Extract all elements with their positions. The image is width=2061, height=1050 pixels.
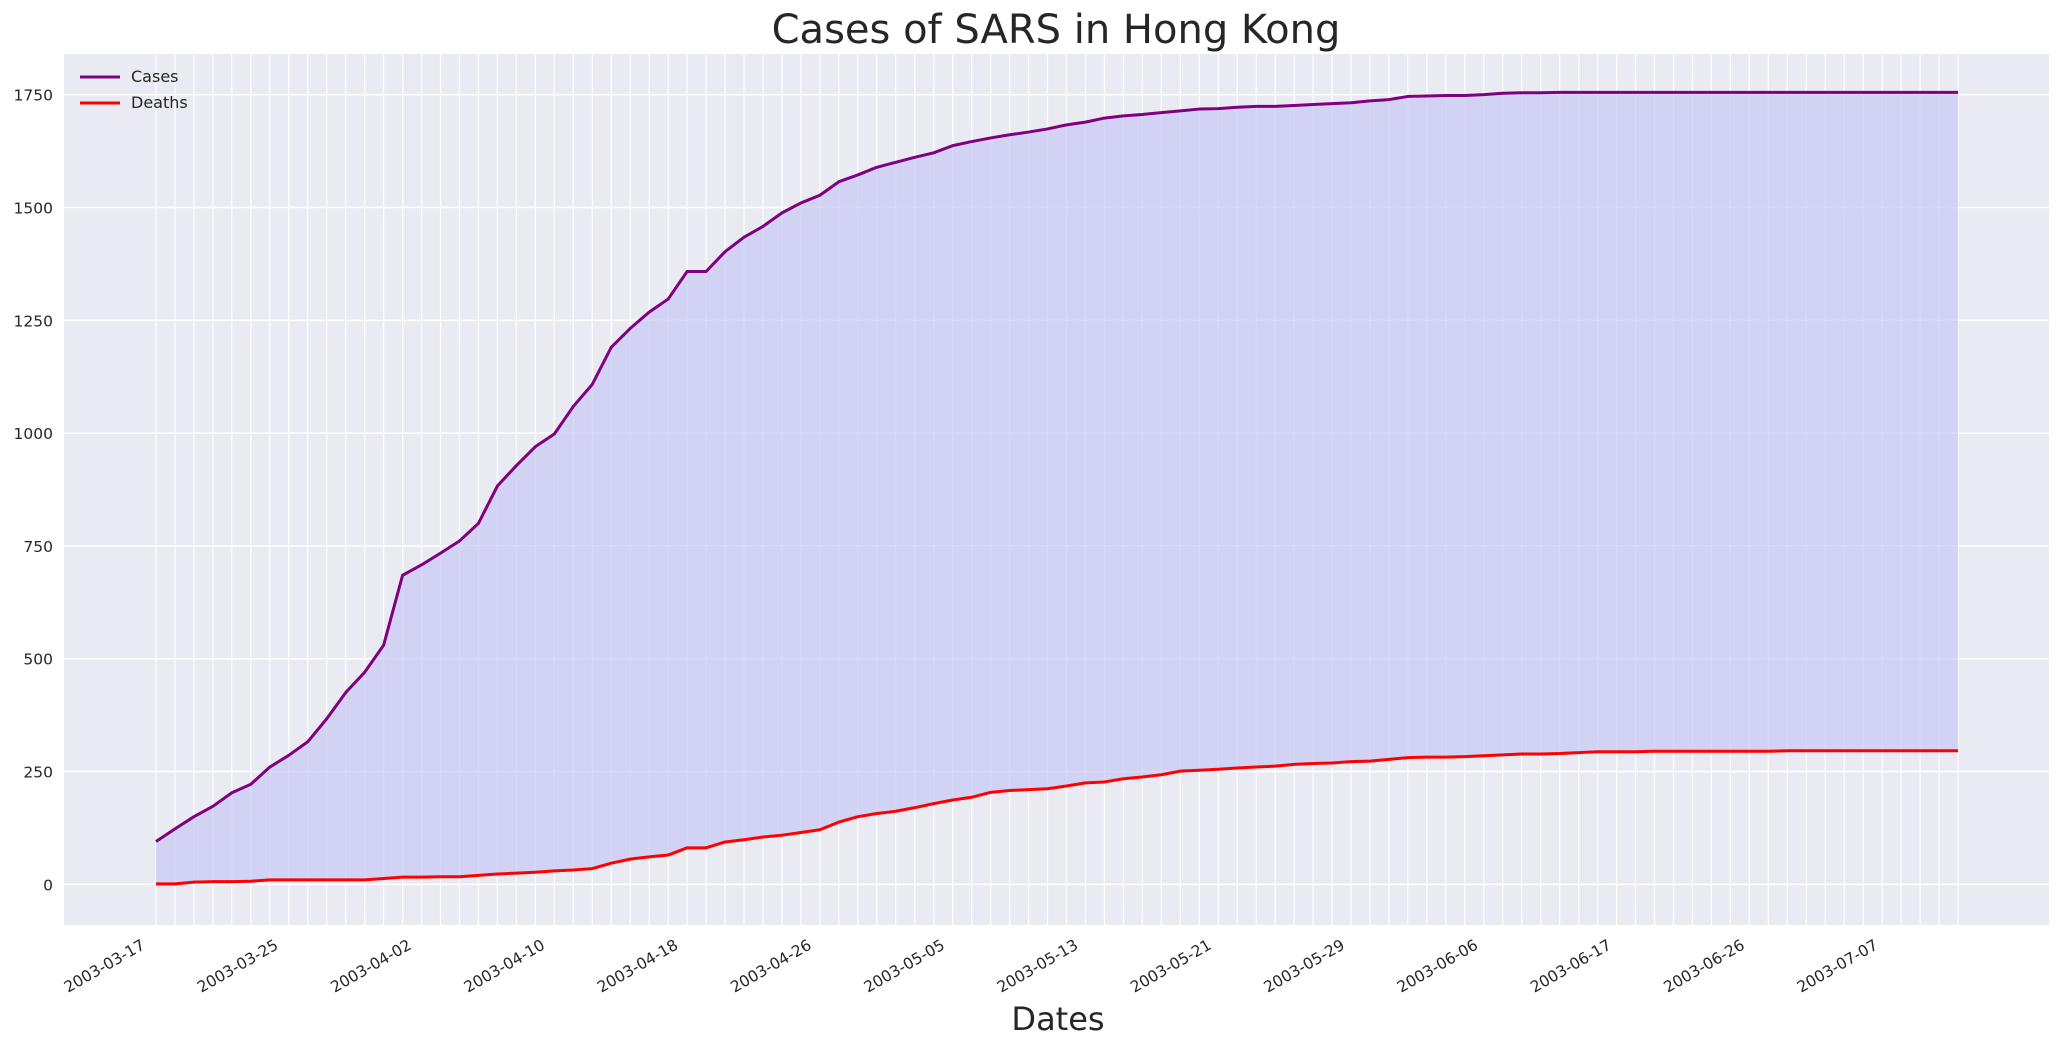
legend-label-deaths: Deaths (131, 93, 188, 112)
y-tick-labels: 0 250 500 750 1000 1250 1500 1750 (14, 87, 53, 895)
x-tick-label: 2003-06-26 (1661, 936, 1748, 997)
y-tick-label: 750 (23, 538, 53, 556)
deaths-line (156, 749, 1958, 886)
y-tick-label: 1750 (14, 87, 53, 105)
x-tick-label: 2003-05-29 (1261, 936, 1348, 997)
y-tick-label: 0 (43, 876, 53, 894)
x-tick-label: 2003-04-18 (594, 936, 681, 997)
y-tick-label: 250 (23, 764, 53, 782)
x-tick-label: 2003-03-25 (194, 936, 281, 997)
cases-line (155, 90, 1958, 843)
x-axis-label: Dates (1011, 1000, 1104, 1038)
x-tick-label: 2003-05-05 (861, 936, 948, 997)
legend-label-cases: Cases (131, 67, 179, 86)
x-tick-label: 2003-06-06 (1394, 936, 1481, 997)
x-tick-label: 2003-04-02 (328, 936, 415, 997)
x-tick-label: 2003-05-13 (994, 936, 1081, 997)
legend: Cases Deaths (80, 67, 188, 112)
y-tick-label: 1250 (14, 312, 53, 330)
x-tick-label: 2003-06-17 (1527, 936, 1614, 997)
y-tick-label: 500 (23, 651, 53, 669)
x-tick-label: 2003-07-07 (1794, 936, 1881, 997)
chart-title: Cases of SARS in Hong Kong (772, 7, 1341, 53)
cases-fill-area (156, 92, 1958, 884)
x-tick-label: 2003-04-26 (728, 936, 815, 997)
x-tick-label: 2003-03-17 (61, 936, 148, 997)
y-tick-label: 1000 (14, 425, 53, 443)
x-tick-label: 2003-04-10 (461, 936, 548, 997)
y-tick-label: 1500 (14, 199, 53, 217)
x-tick-label: 2003-05-21 (1127, 936, 1214, 997)
x-tick-labels: 2003-03-17 2003-03-25 2003-04-02 2003-04-10… (61, 936, 1881, 997)
